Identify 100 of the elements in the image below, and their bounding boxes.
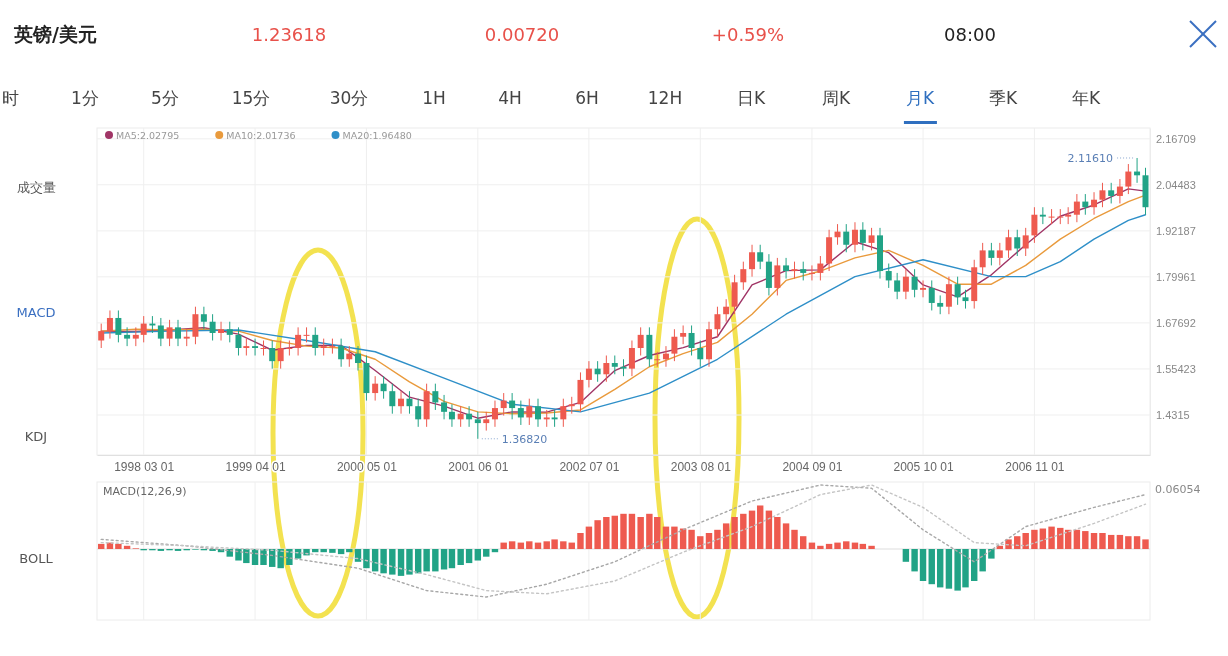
bar <box>928 549 935 585</box>
legend-label: MA10:2.01736 <box>226 129 296 141</box>
candlestick <box>329 338 336 355</box>
candlestick <box>312 326 319 357</box>
candlestick <box>1048 208 1055 225</box>
candlestick <box>859 221 866 251</box>
candlestick <box>441 394 448 420</box>
bar <box>594 520 601 549</box>
x-tick-label: 2006 11 01 <box>1005 459 1065 474</box>
bar <box>756 505 764 549</box>
candlestick <box>962 289 969 310</box>
bar <box>919 549 927 581</box>
candlestick <box>448 403 455 428</box>
bar <box>825 543 833 549</box>
candlestick <box>474 411 481 440</box>
bar <box>620 513 627 549</box>
candlestick <box>124 326 131 347</box>
bar <box>1048 526 1055 549</box>
candlestick <box>406 390 413 415</box>
candlestick <box>723 298 730 323</box>
bar <box>465 549 473 564</box>
bar <box>320 549 327 553</box>
bar <box>397 549 405 576</box>
bar <box>1057 527 1064 549</box>
text: MACD <box>16 305 56 320</box>
text: 0.00720 <box>484 24 560 45</box>
candlestick <box>585 360 592 388</box>
y-tick-label: 2.16709 <box>1156 132 1196 145</box>
text: 季K <box>988 88 1018 108</box>
bar <box>1116 534 1124 549</box>
candlestick <box>338 338 345 368</box>
x-tick-label: 2005 10 01 <box>893 459 954 474</box>
bar <box>979 549 986 572</box>
candlestick <box>928 279 935 311</box>
candlestick <box>945 276 952 315</box>
bar <box>603 517 610 549</box>
bar <box>611 515 618 549</box>
candlestick <box>911 268 918 298</box>
y-tick-label: 2.04483 <box>1156 178 1196 191</box>
candlestick <box>680 324 687 345</box>
candlestick <box>714 306 721 338</box>
candlestick <box>996 242 1003 266</box>
bar <box>1125 536 1132 549</box>
bar <box>774 517 781 549</box>
bar <box>585 526 593 549</box>
candlestick <box>688 324 695 357</box>
candlestick <box>526 398 533 426</box>
bar <box>406 549 413 575</box>
candlestick <box>415 398 422 428</box>
bar <box>671 526 678 549</box>
candlestick <box>226 321 233 343</box>
chart-title: MACD(12,26,9) <box>103 485 187 498</box>
candlestick <box>654 351 661 368</box>
bar <box>577 533 584 549</box>
candlestick <box>637 326 644 357</box>
text: 成交量 <box>16 180 56 195</box>
bar <box>637 517 644 549</box>
bar <box>526 541 533 549</box>
candlestick <box>800 261 807 281</box>
candlestick <box>979 242 986 276</box>
text: 08:00 <box>944 24 996 45</box>
bar <box>988 549 995 559</box>
candlestick <box>500 392 507 417</box>
annotation: 1.36820 <box>501 432 548 446</box>
bar <box>902 549 910 562</box>
bar <box>329 549 336 553</box>
candlestick <box>868 227 875 251</box>
bar <box>483 549 490 557</box>
candlestick <box>808 264 815 281</box>
y-tick-label: 1.4315 <box>1156 409 1190 422</box>
text: 1分 <box>71 88 99 108</box>
annotation: 2.11610 <box>1067 152 1114 165</box>
x-tick-label: 2004 09 01 <box>782 459 843 474</box>
text: 1.23618 <box>251 24 327 45</box>
bar <box>115 543 122 549</box>
bar <box>843 541 850 549</box>
text: 时 <box>1 88 19 108</box>
bar <box>971 549 978 581</box>
bar <box>380 549 387 574</box>
bar <box>1107 534 1115 549</box>
bar <box>440 549 448 570</box>
text: 周K <box>821 88 851 108</box>
bar <box>911 549 918 572</box>
candlestick <box>517 400 524 426</box>
bar <box>389 549 396 575</box>
candlestick <box>1031 206 1038 244</box>
candlestick <box>1116 178 1123 204</box>
chart-title: 英镑/美元 <box>13 23 97 45</box>
bar <box>277 549 284 569</box>
candlestick <box>749 244 756 278</box>
candlestick <box>269 339 276 370</box>
candlestick <box>920 279 927 298</box>
bar <box>782 523 790 549</box>
candlestick <box>303 326 310 343</box>
bar <box>688 529 695 549</box>
bar <box>936 549 944 588</box>
candlestick <box>1022 227 1029 257</box>
candlestick <box>851 221 858 253</box>
bar <box>560 541 567 549</box>
text: KDJ <box>24 429 48 444</box>
